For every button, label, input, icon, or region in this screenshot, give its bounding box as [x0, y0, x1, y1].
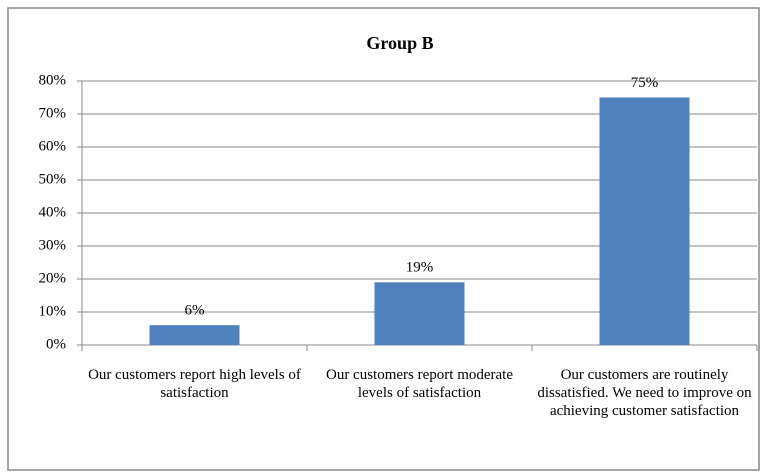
y-tick-label: 70%: [39, 105, 67, 121]
y-tick-label: 60%: [39, 138, 67, 154]
y-tick-label: 20%: [39, 270, 67, 286]
data-label: 75%: [631, 75, 659, 91]
x-tick-label: Our customers report high levels of sati…: [88, 367, 301, 401]
bar: [599, 97, 690, 345]
y-tick-label: 30%: [39, 237, 67, 253]
x-tick-label: Our customers are routinely dissatisfied…: [537, 367, 752, 419]
y-tick-label: 0%: [46, 336, 66, 352]
y-tick-label: 50%: [39, 171, 67, 187]
y-tick-label: 40%: [39, 204, 67, 220]
y-tick-label: 80%: [39, 72, 67, 88]
data-label: 6%: [185, 303, 205, 319]
data-label: 19%: [406, 260, 434, 276]
bar: [374, 282, 465, 345]
chart-title: Group B: [366, 33, 433, 53]
y-tick-label: 10%: [39, 303, 67, 319]
x-tick-label: Our customers report moderate levels of …: [325, 367, 514, 401]
bar: [149, 325, 240, 345]
